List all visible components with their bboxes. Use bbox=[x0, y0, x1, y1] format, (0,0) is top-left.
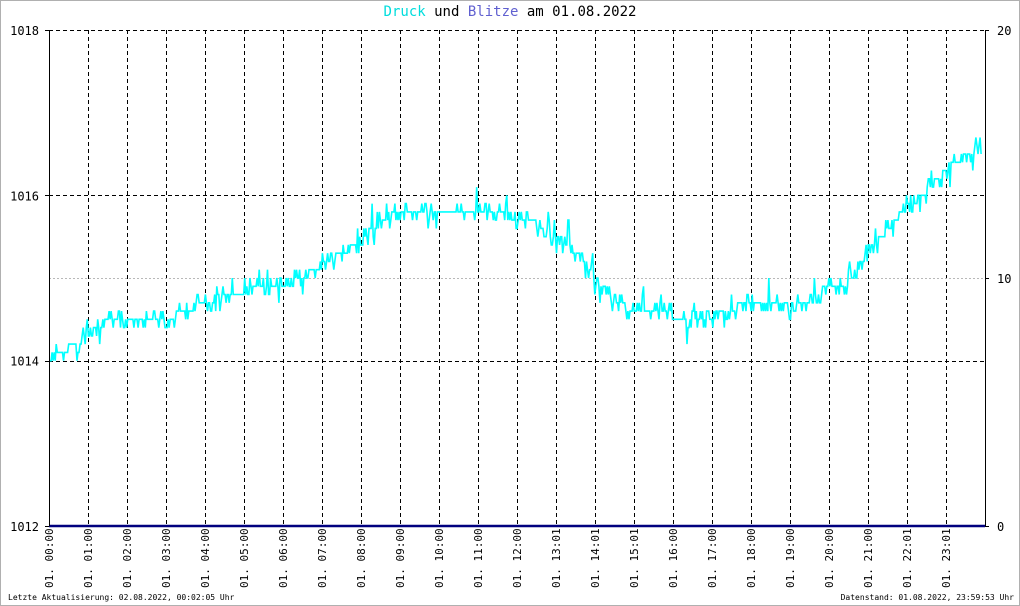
x-tick-label: 01. 05:00 bbox=[238, 528, 251, 588]
chart-title: Druck und Blitze am 01.08.2022 bbox=[0, 4, 1020, 20]
data-status-text: Datenstand: 01.08.2022, 23:59:53 Uhr bbox=[840, 593, 1014, 602]
x-tick-label: 01. 23:01 bbox=[940, 528, 953, 588]
title-series-blitze: Blitze bbox=[467, 4, 519, 20]
title-und: und bbox=[434, 4, 460, 20]
x-tick-label: 01. 03:00 bbox=[160, 528, 173, 588]
x-tick-label: 01. 12:00 bbox=[511, 528, 524, 588]
left-tick-label: 1018 bbox=[10, 24, 39, 38]
x-tick-label: 01. 00:00 bbox=[43, 528, 56, 588]
x-tick-label: 01. 20:00 bbox=[823, 528, 836, 588]
x-tick-label: 01. 07:00 bbox=[316, 528, 329, 588]
x-tick-label: 01. 11:00 bbox=[472, 528, 485, 588]
x-tick-label: 01. 10:00 bbox=[433, 528, 446, 588]
x-tick-label: 01. 21:00 bbox=[862, 528, 875, 588]
right-tick-label: 20 bbox=[997, 24, 1011, 38]
x-tick-label: 01. 01:00 bbox=[82, 528, 95, 588]
x-tick-label: 01. 18:00 bbox=[745, 528, 758, 588]
x-tick-label: 01. 02:00 bbox=[121, 528, 134, 588]
left-tick-label: 1016 bbox=[10, 189, 39, 203]
axes bbox=[45, 30, 989, 527]
tick-labels: 1012 1014 1016 1018 0 10 20 01. 00:00 01. 01:00 0… bbox=[10, 24, 1011, 588]
right-tick-label: 10 bbox=[997, 272, 1011, 286]
pressure-series bbox=[49, 137, 982, 362]
x-tick-label: 01. 15:01 bbox=[628, 528, 641, 588]
x-tick-label: 01. 22:01 bbox=[901, 528, 914, 588]
x-tick-label: 01. 17:00 bbox=[706, 528, 719, 588]
x-tick-label: 01. 08:00 bbox=[355, 528, 368, 588]
title-date: am 01.08.2022 bbox=[526, 4, 637, 20]
x-tick-label: 01. 16:00 bbox=[667, 528, 680, 588]
left-tick-label: 1012 bbox=[10, 520, 39, 534]
x-tick-label: 01. 06:00 bbox=[277, 528, 290, 588]
last-update-text: Letzte Aktualisierung: 02.08.2022, 00:02… bbox=[8, 593, 235, 602]
x-tick-label: 01. 14:01 bbox=[589, 528, 602, 588]
pressure-line bbox=[49, 137, 982, 362]
title-series-druck: Druck bbox=[383, 4, 426, 20]
left-tick-label: 1014 bbox=[10, 355, 39, 369]
x-tick-label: 01. 09:00 bbox=[394, 528, 407, 588]
x-tick-label: 01. 19:00 bbox=[784, 528, 797, 588]
x-tick-label: 01. 04:00 bbox=[199, 528, 212, 588]
x-tick-label: 01. 13:01 bbox=[550, 528, 563, 588]
grid-lines bbox=[49, 30, 985, 526]
right-tick-label: 0 bbox=[997, 520, 1004, 534]
